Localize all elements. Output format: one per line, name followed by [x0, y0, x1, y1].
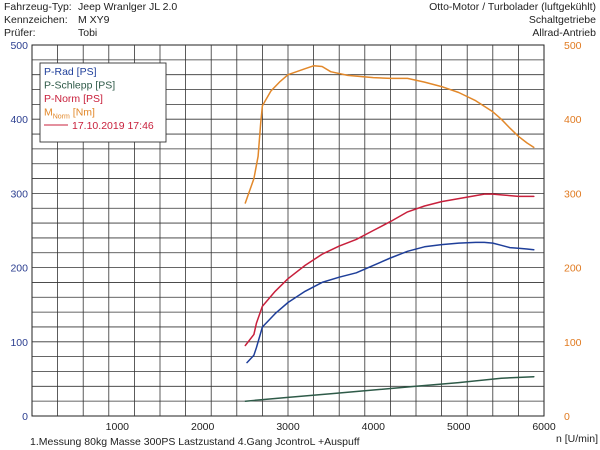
header-engine-info: Otto-Motor / Turbolader (luftgekühlt) Sc…	[429, 1, 596, 40]
header-value: Jeep Wranlger JL 2.0	[78, 1, 178, 13]
legend-date: 17.10.2019 17:46	[72, 120, 154, 132]
x-tick-label: 5000	[447, 421, 471, 433]
legend-box	[39, 62, 167, 143]
series-line-m-norm	[244, 65, 535, 204]
header-drive: Allrad-Antrieb	[532, 27, 596, 39]
header-row-plate: Kennzeichen: M XY9	[4, 14, 177, 27]
y-left-tick-label: 200	[10, 263, 28, 275]
y-left-tick-label: 0	[22, 411, 28, 423]
y-right-tick-label: 200	[564, 263, 582, 275]
measurement-note: 1.Messung 80kg Masse 300PS Lastzustand 4…	[30, 436, 360, 448]
header-row-tester: Prüfer: Tobi	[4, 27, 177, 40]
header-vehicle-info: Fahrzeug-Typ: Jeep Wranlger JL 2.0 Kennz…	[4, 1, 177, 40]
y-left-tick-label: 300	[10, 188, 28, 200]
header-label: Fahrzeug-Typ:	[4, 1, 72, 13]
y-right-tick-label: 500	[564, 40, 582, 52]
legend-entry-p-rad: P-Rad [PS]	[44, 66, 97, 78]
legend-unit: [Nm]	[70, 107, 95, 119]
series-line-p-norm	[244, 193, 535, 347]
header-engine-type: Otto-Motor / Turbolader (luftgekühlt)	[429, 1, 596, 13]
y-left-tick-label: 500	[10, 40, 28, 52]
x-tick-label: 1000	[106, 421, 130, 433]
x-tick-label: 2000	[191, 421, 215, 433]
y-axis-right: 0 100 200 300 400 500	[564, 40, 582, 423]
legend-entry-m-norm: MNorm [Nm]	[44, 107, 95, 121]
y-right-tick-label: 300	[564, 188, 582, 200]
header-label: Kennzeichen:	[4, 14, 68, 26]
x-axis-label: n [U/min]	[556, 433, 598, 445]
y-right-tick-label: 0	[564, 411, 570, 423]
series-line-p-rad	[246, 241, 535, 364]
header-value: M XY9	[78, 14, 110, 26]
header-row-type: Fahrzeug-Typ: Jeep Wranlger JL 2.0	[4, 1, 177, 14]
y-right-tick-label: 400	[564, 114, 582, 126]
y-right-tick-label: 100	[564, 337, 582, 349]
y-left-tick-label: 400	[10, 114, 28, 126]
x-tick-label: 4000	[362, 421, 386, 433]
series-line-p-schlepp	[244, 375, 535, 402]
header-label: Prüfer:	[4, 27, 36, 39]
y-axis-left: 0 100 200 300 400 500	[10, 40, 28, 423]
legend-entry-p-norm: P-Norm [PS]	[44, 93, 103, 105]
header-value: Tobi	[78, 27, 98, 39]
x-tick-label: 3000	[276, 421, 300, 433]
x-tick-label: 6000	[532, 421, 556, 433]
chart-legend: P-Rad [PS] P-Schlepp [PS]P-Norm [PS] MNorm…	[39, 62, 167, 143]
header-transmission: Schaltgetriebe	[528, 14, 596, 26]
legend-entry-p-schlepp: P-Schlepp [PS]	[44, 80, 115, 92]
y-left-tick-label: 100	[10, 337, 28, 349]
legend-subscript: Norm	[53, 114, 70, 121]
chart-series	[244, 65, 535, 402]
